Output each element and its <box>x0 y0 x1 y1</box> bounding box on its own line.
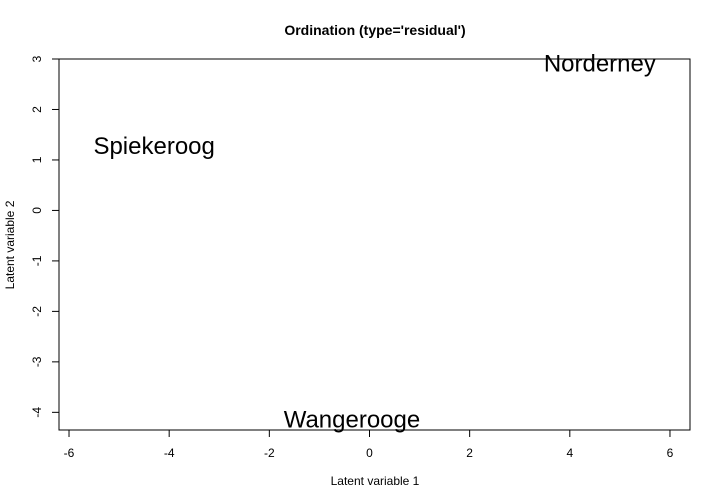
y-tick-label: -1 <box>30 255 44 266</box>
x-tick-label: 6 <box>667 446 674 460</box>
x-tick-label: 4 <box>566 446 573 460</box>
y-tick-label: 3 <box>30 55 44 62</box>
y-tick-label: 1 <box>30 156 44 163</box>
x-tick-label: 0 <box>366 446 373 460</box>
plot-frame <box>58 58 691 431</box>
y-tick-label: -3 <box>30 356 44 367</box>
point-label: Wangerooge <box>284 406 421 433</box>
x-axis-label: Latent variable 1 <box>331 474 420 488</box>
point-label: Spiekeroog <box>93 133 214 160</box>
y-tick-label: -2 <box>30 306 44 317</box>
y-axis-label: Latent variable 2 <box>3 200 17 289</box>
y-tick-label: 2 <box>30 106 44 113</box>
point-label: Norderney <box>544 51 656 78</box>
x-tick-label: -4 <box>164 446 175 460</box>
x-tick-label: -6 <box>64 446 75 460</box>
point-labels: Norderney Spiekeroog Wangerooge <box>93 51 655 434</box>
y-axis: -4 -3 -2 -1 0 1 2 3 <box>30 55 60 418</box>
chart-title: Ordination (type='residual') <box>284 22 465 38</box>
x-axis: -6 -4 -2 0 2 4 6 <box>64 429 674 460</box>
x-tick-label: -2 <box>264 446 275 460</box>
x-tick-label: 2 <box>466 446 473 460</box>
y-tick-label: 0 <box>30 207 44 214</box>
y-tick-label: -4 <box>30 407 44 418</box>
